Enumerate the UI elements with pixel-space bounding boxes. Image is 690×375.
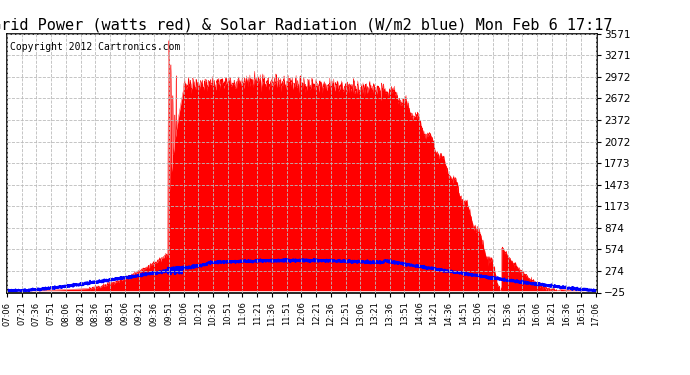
- Title: Grid Power (watts red) & Solar Radiation (W/m2 blue) Mon Feb 6 17:17: Grid Power (watts red) & Solar Radiation…: [0, 18, 612, 33]
- Text: Copyright 2012 Cartronics.com: Copyright 2012 Cartronics.com: [10, 42, 180, 51]
